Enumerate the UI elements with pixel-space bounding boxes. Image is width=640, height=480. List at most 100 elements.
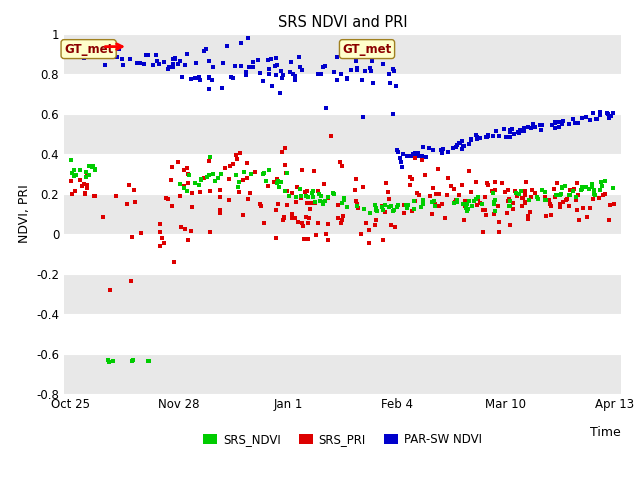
Point	[329, 69, 339, 76]
Point	[271, 72, 281, 79]
Point	[77, 44, 87, 52]
Point	[282, 169, 292, 177]
Point	[577, 183, 587, 191]
Point	[295, 185, 305, 193]
Point	[84, 53, 95, 61]
Point	[443, 148, 453, 156]
Point	[392, 146, 402, 154]
Point	[472, 202, 483, 209]
Point	[170, 55, 180, 62]
Point	[164, 63, 175, 71]
Point	[179, 184, 189, 192]
Point	[408, 151, 418, 158]
Point	[353, 204, 363, 212]
Point	[207, 76, 217, 84]
Point	[116, 55, 127, 63]
Point	[128, 357, 138, 364]
Point	[483, 181, 493, 189]
Point	[564, 120, 575, 127]
Point	[148, 61, 158, 69]
Point	[481, 211, 491, 218]
Point	[572, 180, 582, 187]
Point	[396, 158, 406, 166]
Point	[402, 152, 412, 159]
Point	[360, 205, 370, 213]
Point	[229, 62, 239, 70]
Point	[589, 191, 599, 198]
Point	[175, 180, 185, 188]
Point	[132, 59, 142, 67]
Point	[141, 51, 151, 59]
Point	[565, 186, 575, 194]
Point	[480, 206, 490, 214]
Point	[378, 60, 388, 67]
Point	[69, 172, 79, 180]
Point	[424, 192, 435, 200]
Point	[460, 203, 470, 210]
Point	[505, 133, 515, 141]
Point	[234, 178, 244, 186]
Point	[284, 192, 294, 200]
Point	[335, 220, 346, 228]
Point	[183, 237, 193, 244]
Point	[499, 188, 509, 195]
Point	[236, 40, 246, 48]
Point	[508, 205, 518, 213]
Point	[520, 198, 531, 206]
Point	[377, 203, 387, 210]
Point	[163, 65, 173, 73]
Point	[424, 144, 434, 152]
Point	[246, 170, 257, 178]
Point	[470, 131, 481, 138]
Bar	[64, 274, 621, 313]
Point	[416, 203, 426, 211]
Point	[550, 118, 560, 126]
Point	[458, 142, 468, 149]
Point	[122, 200, 132, 208]
Point	[268, 83, 278, 90]
Point	[287, 214, 297, 222]
Point	[604, 216, 614, 224]
Point	[296, 192, 306, 199]
Point	[272, 61, 282, 69]
Point	[355, 230, 365, 238]
Point	[278, 71, 289, 79]
Point	[182, 164, 193, 171]
Point	[199, 48, 209, 55]
Point	[501, 133, 511, 141]
Point	[413, 191, 424, 199]
Point	[232, 156, 242, 163]
Point	[417, 153, 428, 160]
Point	[555, 201, 565, 208]
Point	[135, 59, 145, 67]
Point	[191, 74, 201, 82]
Point	[328, 189, 339, 197]
Point	[244, 63, 254, 71]
Point	[231, 151, 241, 159]
Point	[378, 206, 388, 214]
Point	[590, 192, 600, 199]
Point	[352, 64, 362, 72]
Point	[514, 130, 524, 137]
Point	[358, 183, 368, 191]
Point	[342, 75, 352, 83]
Point	[264, 70, 274, 78]
Point	[228, 74, 239, 82]
Point	[405, 152, 415, 160]
Point	[298, 223, 308, 230]
Point	[209, 177, 220, 185]
Point	[308, 187, 318, 195]
Point	[358, 113, 368, 120]
Point	[68, 47, 78, 54]
Point	[70, 187, 80, 194]
Point	[564, 202, 574, 209]
Point	[384, 71, 394, 78]
Point	[195, 188, 205, 196]
Point	[561, 196, 572, 204]
Point	[420, 153, 431, 161]
Point	[271, 54, 281, 61]
Point	[89, 51, 99, 59]
Point	[438, 145, 449, 153]
Point	[550, 119, 560, 127]
Point	[282, 187, 292, 195]
